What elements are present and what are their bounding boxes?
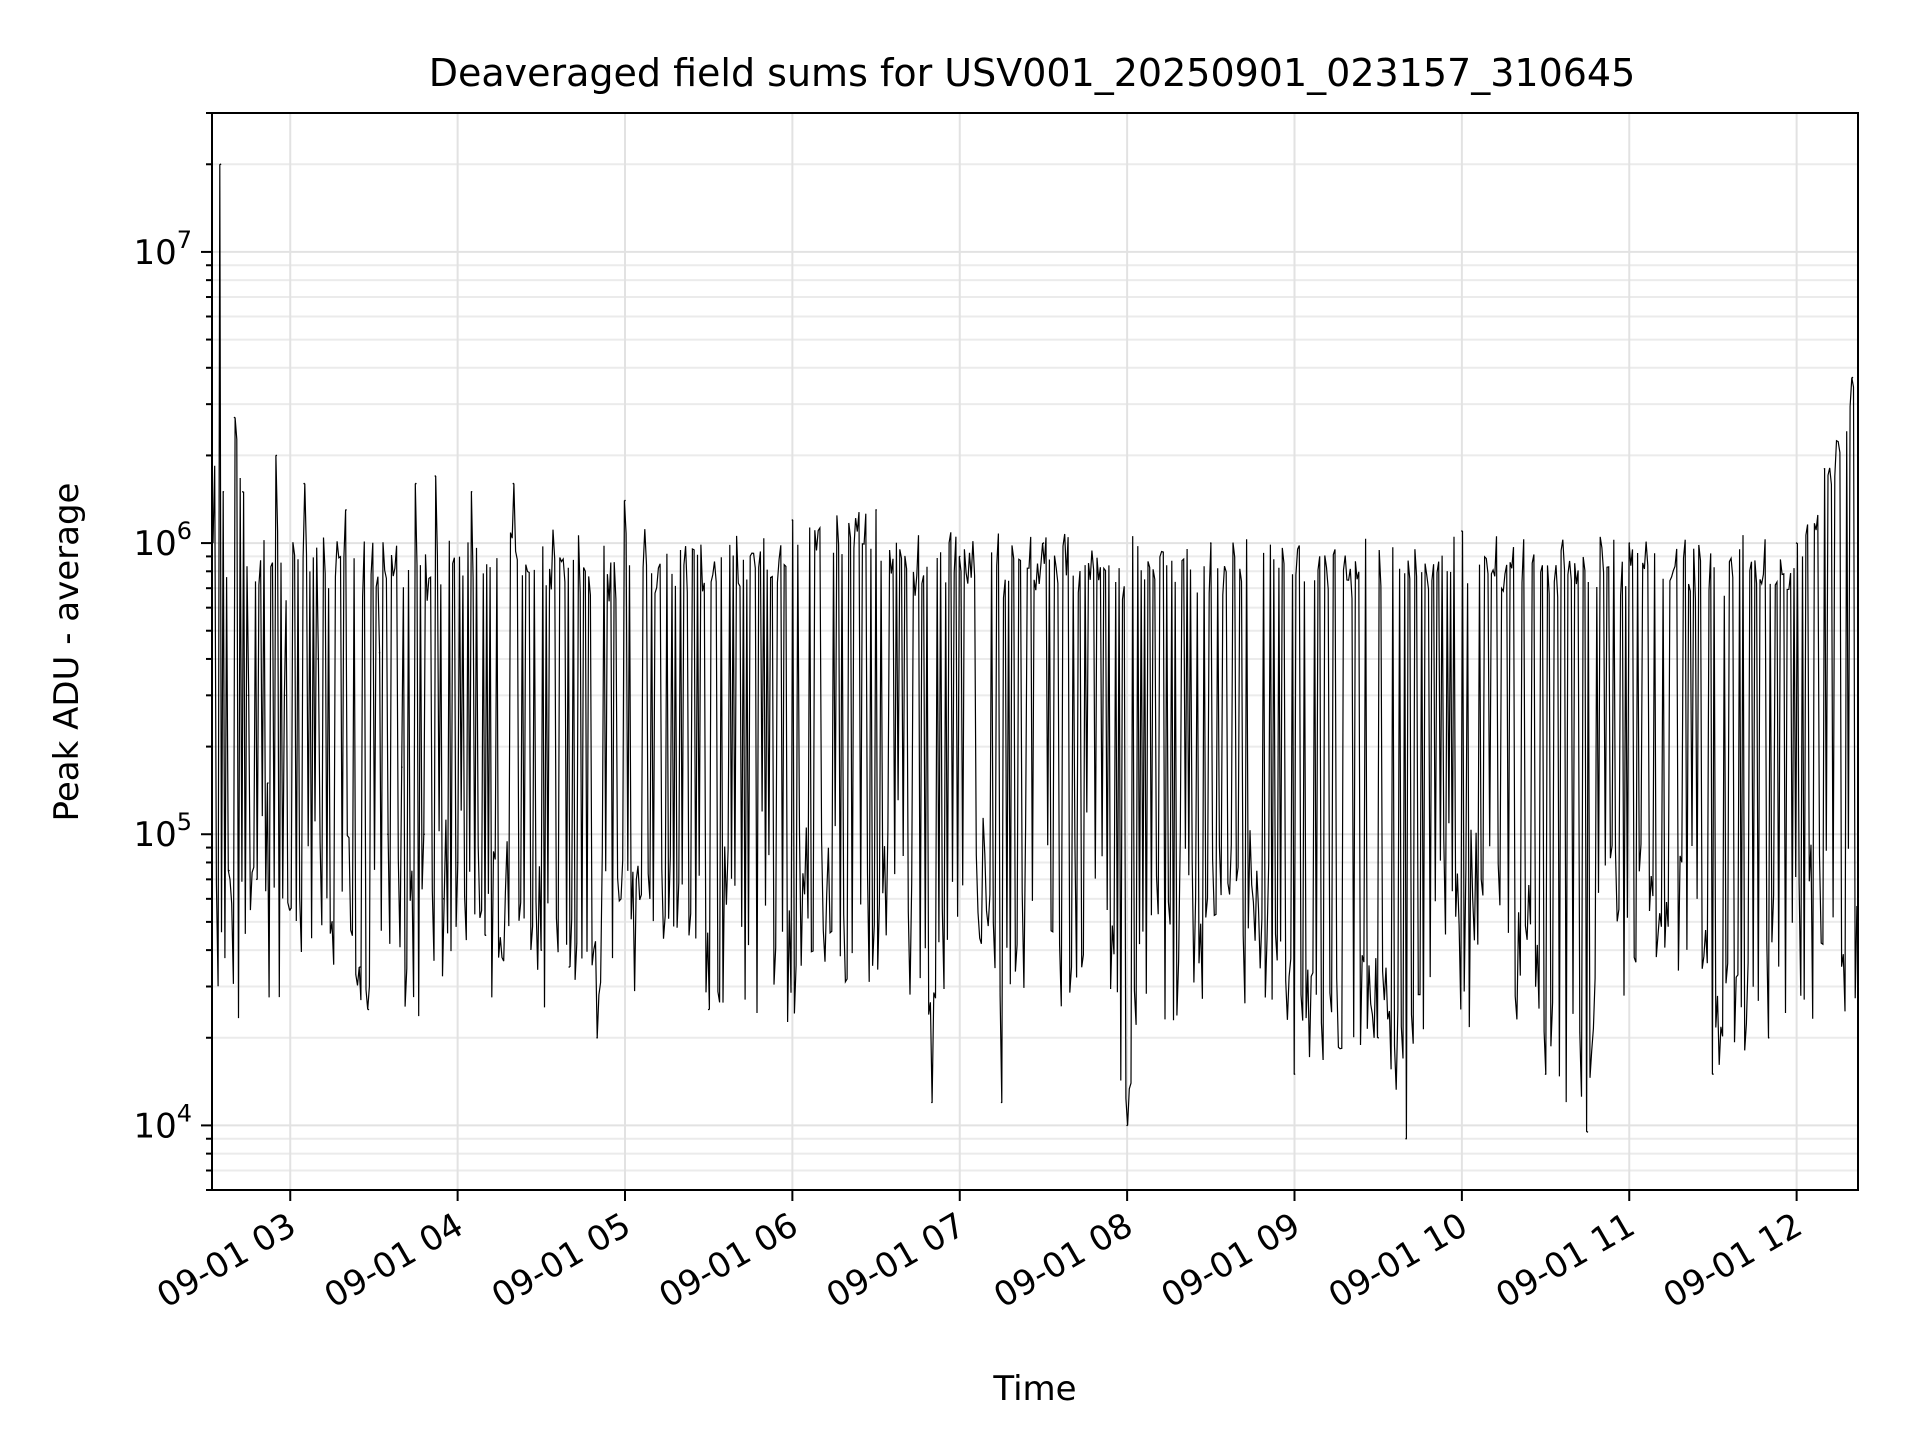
series-layer (211, 163, 1858, 1140)
x-tick-label: 09-01 05 (485, 1205, 637, 1316)
data-point (875, 509, 877, 511)
data-point (317, 658, 319, 660)
data-point (359, 966, 361, 968)
data-point (442, 898, 445, 900)
data-point (596, 1037, 598, 1039)
y-tick-label: 104 (133, 1099, 192, 1146)
data-point (275, 454, 278, 457)
data-point (959, 555, 961, 558)
data-point (267, 782, 269, 784)
data-point (378, 652, 381, 654)
data-point (242, 491, 244, 493)
data-point (434, 475, 437, 477)
data-point (484, 934, 487, 936)
data-point (1377, 1037, 1379, 1039)
data-point (624, 499, 626, 502)
x-tick-label: 09-01 06 (652, 1205, 804, 1316)
data-point (345, 509, 347, 511)
plot-area-frame (211, 112, 1859, 1191)
data-point (233, 416, 236, 419)
data-point (456, 861, 459, 864)
x-axis-ticks: 09-01 03 09-01 04 09-01 05 09-01 06 09-01 07… (150, 1190, 1809, 1316)
data-point (1210, 542, 1212, 544)
data-point (1628, 542, 1631, 544)
x-tick-label: 09-01 07 (820, 1205, 972, 1316)
chart-title: Deaveraged field sums for USV001_2025090… (429, 51, 1636, 95)
data-point (423, 833, 425, 835)
y-axis-label: Peak ADU - average (47, 483, 87, 822)
x-tick-label: 09-01 12 (1657, 1205, 1809, 1316)
x-tick-label: 09-01 09 (1155, 1205, 1307, 1316)
data-point (1712, 1073, 1714, 1075)
data-point (228, 869, 230, 872)
data-point (289, 909, 292, 911)
data-point (1042, 542, 1045, 544)
data-point (1126, 1124, 1128, 1127)
data-point (568, 966, 570, 968)
x-tick-label: 09-01 11 (1489, 1205, 1641, 1316)
data-point (1767, 1037, 1770, 1039)
y-tick-label: 105 (133, 808, 192, 855)
data-point (1000, 1101, 1003, 1104)
data-point (367, 1008, 370, 1011)
data-point (303, 482, 306, 485)
data-point (707, 1008, 710, 1011)
data-point (1795, 542, 1798, 544)
grid (212, 112, 1858, 1191)
x-axis-label: Time (992, 1369, 1076, 1409)
data-point (931, 1101, 933, 1104)
data-point (1293, 1073, 1296, 1075)
x-tick-label: 09-01 08 (987, 1205, 1139, 1316)
data-point (255, 878, 258, 881)
series-line (212, 164, 1858, 1139)
data-point (470, 491, 473, 493)
data-point (1544, 1073, 1547, 1075)
x-tick-label: 09-01 03 (150, 1205, 302, 1316)
data-point (219, 163, 222, 166)
data-point (415, 482, 417, 485)
data-point (1586, 1131, 1589, 1133)
data-point (540, 949, 543, 951)
data-point (401, 766, 403, 768)
data-point (222, 491, 225, 493)
y-tick-label: 107 (133, 226, 192, 273)
data-point (247, 694, 250, 697)
data-point (283, 694, 286, 697)
y-axis-ticks: 104 105 106 107 (133, 112, 212, 1191)
data-point (1405, 1137, 1407, 1140)
data-point (1461, 530, 1463, 532)
data-point (1851, 376, 1854, 379)
y-tick-label: 106 (133, 517, 192, 564)
x-tick-label: 09-01 10 (1322, 1205, 1474, 1316)
data-point (791, 519, 794, 521)
data-point (331, 921, 333, 923)
data-point (1823, 468, 1826, 470)
data-point (387, 833, 389, 835)
x-tick-label: 09-01 04 (318, 1205, 470, 1316)
data-point (512, 482, 515, 485)
